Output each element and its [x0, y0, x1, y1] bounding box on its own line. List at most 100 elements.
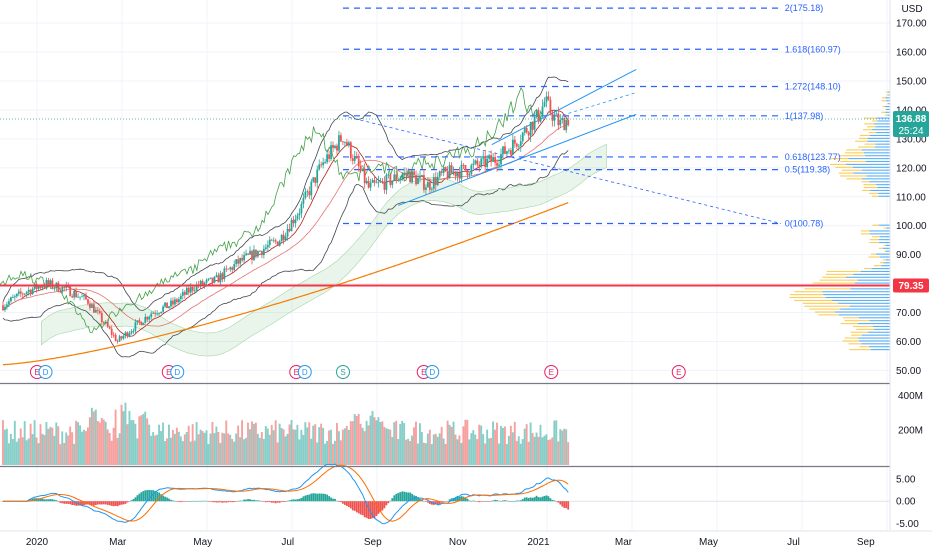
- level-price-tag[interactable]: [893, 278, 929, 293]
- volume-profile-bar-sell: [838, 155, 866, 157]
- volume-profile-bar-sell: [852, 325, 873, 328]
- candle-body: [567, 120, 570, 126]
- candle-body: [168, 306, 170, 309]
- event-marker-e[interactable]: E: [544, 365, 559, 379]
- volume-profile-bar-buy: [845, 163, 890, 165]
- macd-histogram-bar: [310, 493, 313, 502]
- macd-histogram-bar: [114, 501, 117, 506]
- candle-body: [349, 142, 352, 159]
- volume-pane: [2, 402, 570, 465]
- event-marker-e[interactable]: E: [671, 365, 686, 379]
- volume-bar: [391, 436, 394, 465]
- volume-bar: [169, 437, 172, 465]
- candle-body: [464, 164, 467, 171]
- candle-body: [132, 331, 135, 332]
- macd-histogram-bar: [472, 500, 475, 502]
- macd-histogram-bar: [508, 501, 510, 502]
- candle-body: [260, 250, 263, 256]
- candle-body: [270, 239, 273, 241]
- volume-profile-bar-buy: [874, 146, 890, 148]
- volume-bar: [537, 436, 540, 465]
- volume-bar: [100, 417, 103, 465]
- volume-bar: [523, 428, 526, 465]
- price-tick-label: 60.00: [896, 337, 921, 348]
- fib-level-label: 0.618(123.77): [785, 152, 841, 162]
- macd-histogram-bar: [73, 501, 76, 506]
- volume-bar: [33, 420, 36, 465]
- candle-body: [434, 177, 437, 186]
- macd-histogram-bar: [334, 498, 336, 502]
- event-marker-d[interactable]: D: [170, 365, 185, 379]
- volume-bar: [243, 439, 246, 465]
- candle-body: [211, 277, 214, 283]
- volume-bar: [282, 429, 285, 465]
- event-marker-d[interactable]: D: [297, 365, 312, 379]
- macd-histogram-bar: [89, 501, 91, 505]
- volume-bar: [476, 439, 479, 465]
- candle-body: [353, 156, 356, 161]
- event-marker-d[interactable]: D: [38, 365, 53, 379]
- macd-histogram-bar: [504, 500, 506, 502]
- last-price-tag[interactable]: [893, 110, 929, 137]
- macd-histogram-bar: [211, 501, 214, 503]
- candle-body: [508, 150, 510, 152]
- volume-bar: [337, 431, 340, 465]
- macd-histogram-bar: [43, 499, 46, 502]
- candle-body: [306, 191, 309, 193]
- macd-histogram-bar: [474, 501, 477, 502]
- volume-bar: [146, 418, 149, 465]
- candle-body: [191, 286, 194, 291]
- volume-profile-bar-buy: [887, 114, 890, 116]
- candle-body: [124, 332, 127, 337]
- candle-body: [49, 280, 52, 285]
- candle-body: [259, 250, 261, 252]
- volume-bar: [397, 439, 400, 465]
- macd-histogram-bar: [138, 493, 141, 502]
- volume-bar: [164, 441, 166, 465]
- macd-histogram-bar: [468, 500, 471, 502]
- volume-bar: [13, 420, 16, 465]
- candle-body: [183, 292, 186, 295]
- volume-profile-bar-buy: [822, 291, 890, 293]
- macd-histogram-bar: [543, 496, 546, 502]
- volume-profile-bar-buy: [883, 262, 890, 264]
- candle-body: [421, 175, 423, 176]
- macd-histogram-bar: [274, 501, 277, 504]
- macd-histogram-bar: [209, 501, 212, 502]
- macd-histogram-bar: [260, 501, 263, 502]
- candle-body: [450, 165, 453, 173]
- event-marker-d[interactable]: D: [425, 365, 440, 379]
- volume-bar: [75, 420, 78, 465]
- volume-bar: [448, 424, 451, 465]
- event-marker-s[interactable]: S: [336, 365, 350, 379]
- macd-histogram-bar: [375, 501, 378, 516]
- macd-histogram-bar: [342, 501, 344, 504]
- volume-bar: [389, 429, 392, 465]
- volume-profile-bar-sell: [881, 100, 887, 102]
- macd-histogram-bar: [93, 501, 95, 506]
- volume-bar: [191, 424, 194, 465]
- fib-level-label: 1(137.98): [785, 111, 824, 121]
- macd-histogram-bar: [280, 501, 283, 502]
- macd-histogram-bar: [343, 501, 346, 505]
- volume-profile-bar-buy: [876, 184, 890, 186]
- volume-bar: [124, 402, 127, 465]
- macd-histogram-bar: [193, 500, 196, 502]
- candle-body: [290, 219, 293, 232]
- candle-body: [328, 154, 330, 159]
- volume-bar: [563, 428, 566, 465]
- candle-body: [302, 197, 305, 205]
- event-marker-label: E: [294, 368, 299, 377]
- candle-body: [456, 172, 459, 177]
- volume-bar: [140, 415, 143, 465]
- volume-profile-bar-sell: [844, 320, 870, 322]
- candle-body: [377, 181, 380, 183]
- volume-profile-bar-buy: [861, 149, 890, 151]
- last-price-label: 136.88: [896, 114, 927, 125]
- macd-histogram-bar: [47, 499, 50, 502]
- volume-bar: [300, 429, 303, 465]
- candle-body: [187, 287, 190, 293]
- event-marker-label: D: [174, 368, 180, 377]
- volume-bar: [25, 440, 28, 465]
